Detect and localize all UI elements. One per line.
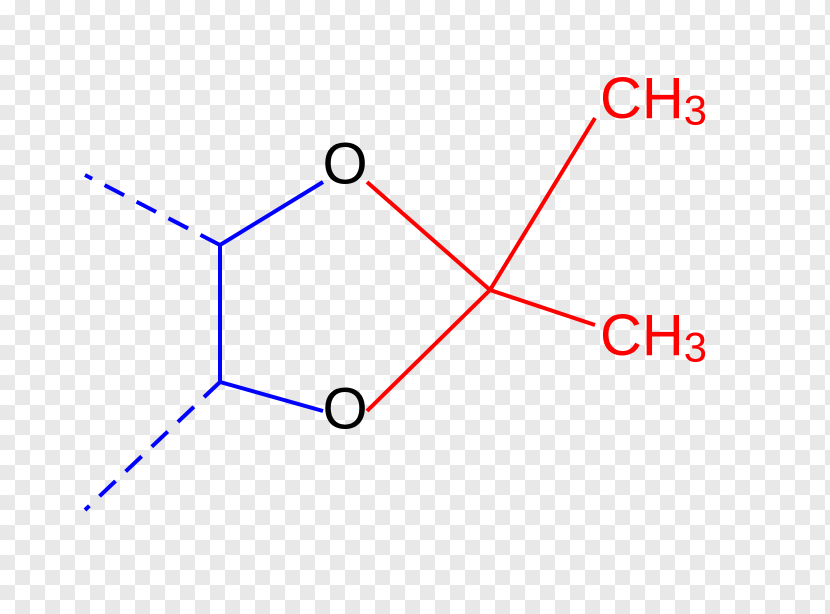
bond xyxy=(85,175,220,245)
bond xyxy=(220,182,323,245)
bond xyxy=(220,382,323,411)
bond xyxy=(367,182,490,290)
molecule-diagram: O O CH3 CH3 xyxy=(0,0,830,614)
atom-label-CH3_top: CH3 xyxy=(600,66,707,133)
bond xyxy=(85,382,220,510)
atom-label-O2: O xyxy=(322,376,367,441)
bond xyxy=(490,290,595,325)
atom-label-O1: O xyxy=(322,131,367,196)
atom-label-CH3_bot: CH3 xyxy=(600,303,707,370)
bond xyxy=(367,290,490,411)
bond xyxy=(490,118,595,290)
